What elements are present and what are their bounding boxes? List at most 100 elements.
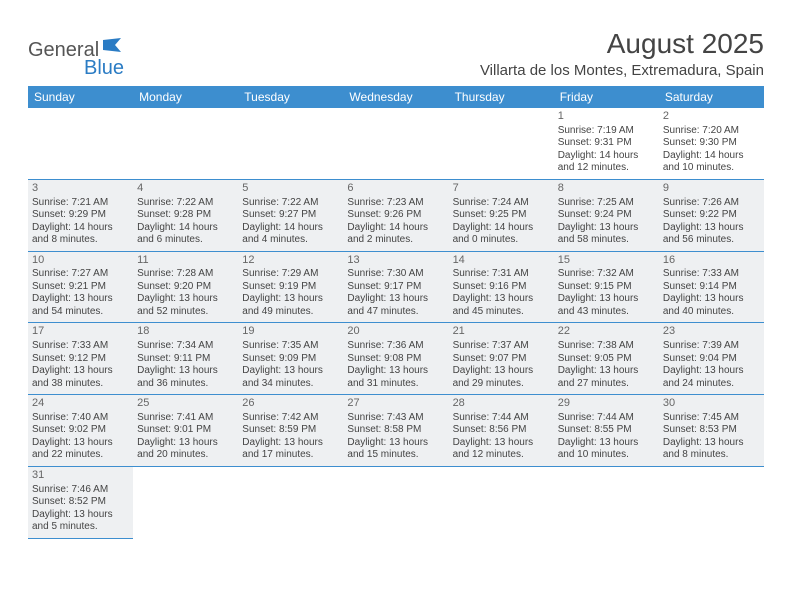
day-cell: 31Sunrise: 7:46 AMSunset: 8:52 PMDayligh… <box>28 466 133 538</box>
page-header: General August 2025 Villarta de los Mont… <box>28 28 764 79</box>
daylight-text: Daylight: 13 hours and 20 minutes. <box>137 437 234 462</box>
sunrise-text: Sunrise: 7:30 AM <box>347 268 444 281</box>
sunset-text: Sunset: 9:08 PM <box>347 353 444 366</box>
daylight-text: Daylight: 13 hours and 15 minutes. <box>347 437 444 462</box>
day-cell: 12Sunrise: 7:29 AMSunset: 9:19 PMDayligh… <box>238 251 343 323</box>
sunset-text: Sunset: 9:25 PM <box>453 209 550 222</box>
day-cell: 19Sunrise: 7:35 AMSunset: 9:09 PMDayligh… <box>238 323 343 395</box>
day-cell: 18Sunrise: 7:34 AMSunset: 9:11 PMDayligh… <box>133 323 238 395</box>
empty-cell <box>28 108 133 179</box>
day-number: 14 <box>453 254 550 268</box>
empty-cell <box>238 108 343 179</box>
day-number: 25 <box>137 397 234 411</box>
day-cell: 10Sunrise: 7:27 AMSunset: 9:21 PMDayligh… <box>28 251 133 323</box>
day-number: 11 <box>137 254 234 268</box>
empty-cell <box>343 108 448 179</box>
sunrise-text: Sunrise: 7:33 AM <box>663 268 760 281</box>
daylight-text: Daylight: 13 hours and 56 minutes. <box>663 222 760 247</box>
sunrise-text: Sunrise: 7:36 AM <box>347 340 444 353</box>
sunrise-text: Sunrise: 7:43 AM <box>347 412 444 425</box>
sunrise-text: Sunrise: 7:42 AM <box>242 412 339 425</box>
day-number: 23 <box>663 325 760 339</box>
day-cell: 30Sunrise: 7:45 AMSunset: 8:53 PMDayligh… <box>659 395 764 467</box>
day-cell: 9Sunrise: 7:26 AMSunset: 9:22 PMDaylight… <box>659 179 764 251</box>
daylight-text: Daylight: 14 hours and 12 minutes. <box>558 150 655 175</box>
daylight-text: Daylight: 13 hours and 45 minutes. <box>453 293 550 318</box>
day-cell: 15Sunrise: 7:32 AMSunset: 9:15 PMDayligh… <box>554 251 659 323</box>
daylight-text: Daylight: 13 hours and 43 minutes. <box>558 293 655 318</box>
daylight-text: Daylight: 13 hours and 49 minutes. <box>242 293 339 318</box>
daylight-text: Daylight: 13 hours and 5 minutes. <box>32 509 129 534</box>
day-number: 5 <box>242 182 339 196</box>
daylight-text: Daylight: 14 hours and 10 minutes. <box>663 150 760 175</box>
sunset-text: Sunset: 9:04 PM <box>663 353 760 366</box>
sunrise-text: Sunrise: 7:27 AM <box>32 268 129 281</box>
sunset-text: Sunset: 9:16 PM <box>453 281 550 294</box>
empty-cell <box>449 466 554 538</box>
sunset-text: Sunset: 8:53 PM <box>663 424 760 437</box>
sunrise-text: Sunrise: 7:25 AM <box>558 197 655 210</box>
title-block: August 2025 Villarta de los Montes, Extr… <box>480 28 764 79</box>
daylight-text: Daylight: 13 hours and 40 minutes. <box>663 293 760 318</box>
day-number: 4 <box>137 182 234 196</box>
sunset-text: Sunset: 9:12 PM <box>32 353 129 366</box>
day-cell: 1Sunrise: 7:19 AMSunset: 9:31 PMDaylight… <box>554 108 659 179</box>
sunset-text: Sunset: 9:01 PM <box>137 424 234 437</box>
day-number: 9 <box>663 182 760 196</box>
week-row: 3Sunrise: 7:21 AMSunset: 9:29 PMDaylight… <box>28 179 764 251</box>
daylight-text: Daylight: 13 hours and 24 minutes. <box>663 365 760 390</box>
daylight-text: Daylight: 13 hours and 17 minutes. <box>242 437 339 462</box>
sunset-text: Sunset: 9:24 PM <box>558 209 655 222</box>
sunset-text: Sunset: 9:17 PM <box>347 281 444 294</box>
day-cell: 21Sunrise: 7:37 AMSunset: 9:07 PMDayligh… <box>449 323 554 395</box>
sunrise-text: Sunrise: 7:44 AM <box>558 412 655 425</box>
sunrise-text: Sunrise: 7:39 AM <box>663 340 760 353</box>
day-number: 7 <box>453 182 550 196</box>
daylight-text: Daylight: 14 hours and 0 minutes. <box>453 222 550 247</box>
empty-cell <box>133 108 238 179</box>
day-number: 29 <box>558 397 655 411</box>
col-friday: Friday <box>554 86 659 108</box>
sunrise-text: Sunrise: 7:22 AM <box>137 197 234 210</box>
day-number: 18 <box>137 325 234 339</box>
col-monday: Monday <box>133 86 238 108</box>
day-number: 16 <box>663 254 760 268</box>
sunrise-text: Sunrise: 7:35 AM <box>242 340 339 353</box>
day-cell: 16Sunrise: 7:33 AMSunset: 9:14 PMDayligh… <box>659 251 764 323</box>
sunset-text: Sunset: 9:22 PM <box>663 209 760 222</box>
flag-icon <box>103 38 123 52</box>
empty-cell <box>343 466 448 538</box>
sunrise-text: Sunrise: 7:40 AM <box>32 412 129 425</box>
day-cell: 17Sunrise: 7:33 AMSunset: 9:12 PMDayligh… <box>28 323 133 395</box>
daylight-text: Daylight: 13 hours and 10 minutes. <box>558 437 655 462</box>
sunset-text: Sunset: 9:29 PM <box>32 209 129 222</box>
sunset-text: Sunset: 9:31 PM <box>558 137 655 150</box>
day-number: 1 <box>558 110 655 124</box>
daylight-text: Daylight: 13 hours and 34 minutes. <box>242 365 339 390</box>
sunset-text: Sunset: 8:56 PM <box>453 424 550 437</box>
day-cell: 22Sunrise: 7:38 AMSunset: 9:05 PMDayligh… <box>554 323 659 395</box>
col-sunday: Sunday <box>28 86 133 108</box>
empty-cell <box>554 466 659 538</box>
sunset-text: Sunset: 9:26 PM <box>347 209 444 222</box>
day-number: 24 <box>32 397 129 411</box>
sunrise-text: Sunrise: 7:22 AM <box>242 197 339 210</box>
calendar-table: Sunday Monday Tuesday Wednesday Thursday… <box>28 86 764 539</box>
sunrise-text: Sunrise: 7:33 AM <box>32 340 129 353</box>
day-cell: 8Sunrise: 7:25 AMSunset: 9:24 PMDaylight… <box>554 179 659 251</box>
day-number: 15 <box>558 254 655 268</box>
month-title: August 2025 <box>480 28 764 60</box>
daylight-text: Daylight: 13 hours and 36 minutes. <box>137 365 234 390</box>
week-row: 17Sunrise: 7:33 AMSunset: 9:12 PMDayligh… <box>28 323 764 395</box>
sunrise-text: Sunrise: 7:21 AM <box>32 197 129 210</box>
sunrise-text: Sunrise: 7:23 AM <box>347 197 444 210</box>
sunrise-text: Sunrise: 7:46 AM <box>32 484 129 497</box>
sunrise-text: Sunrise: 7:45 AM <box>663 412 760 425</box>
day-cell: 13Sunrise: 7:30 AMSunset: 9:17 PMDayligh… <box>343 251 448 323</box>
day-number: 2 <box>663 110 760 124</box>
calendar-page: General August 2025 Villarta de los Mont… <box>0 0 792 539</box>
sunset-text: Sunset: 9:11 PM <box>137 353 234 366</box>
calendar-body: 1Sunrise: 7:19 AMSunset: 9:31 PMDaylight… <box>28 108 764 538</box>
sunrise-text: Sunrise: 7:29 AM <box>242 268 339 281</box>
col-saturday: Saturday <box>659 86 764 108</box>
